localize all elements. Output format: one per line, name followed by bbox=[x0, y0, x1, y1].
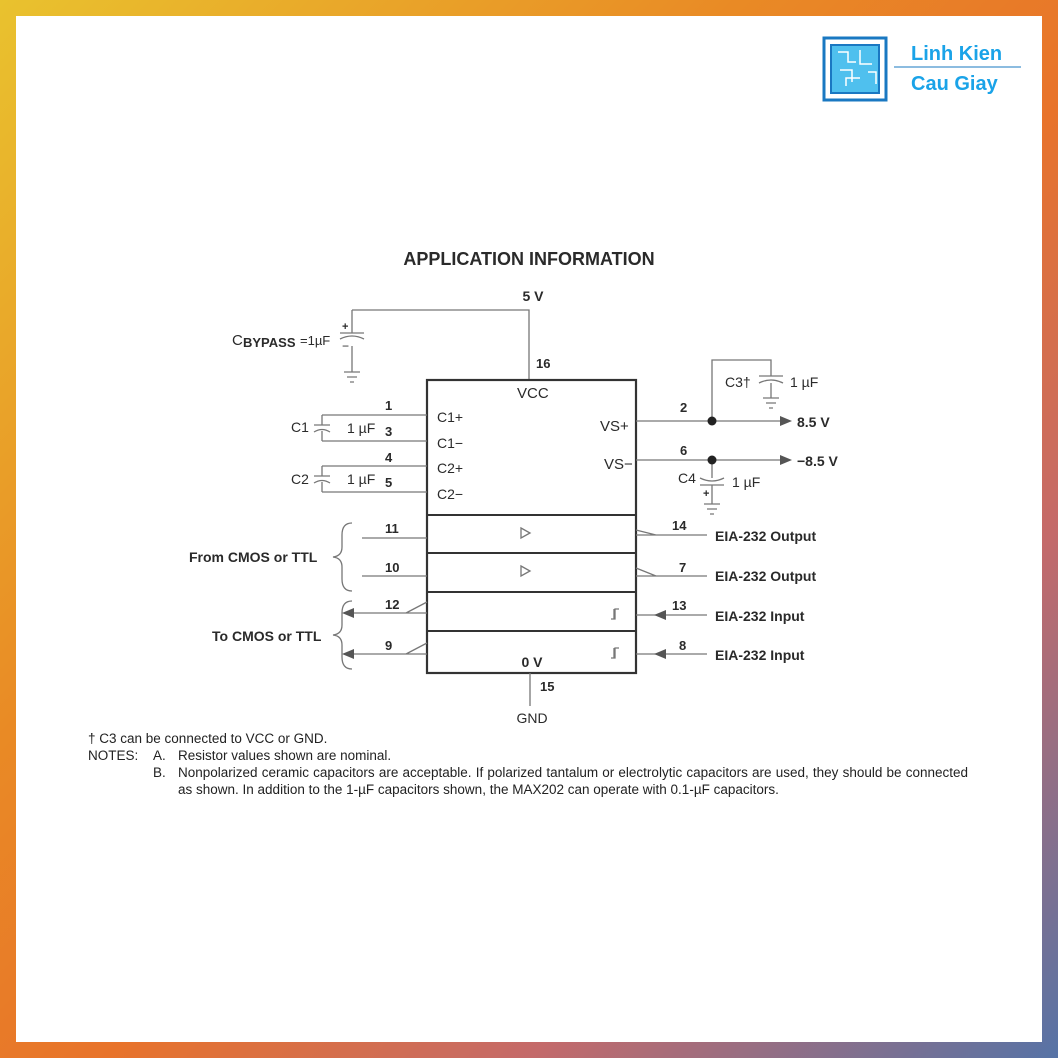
svg-text:+: + bbox=[342, 321, 348, 333]
svg-text:EIA-232 Input: EIA-232 Input bbox=[715, 608, 805, 624]
title: APPLICATION INFORMATION bbox=[403, 249, 654, 269]
vcc-label: 5 V bbox=[522, 288, 544, 304]
svg-text:11: 11 bbox=[385, 521, 399, 536]
svg-text:1 µF: 1 µF bbox=[347, 420, 375, 436]
vs-plus: VS+ 2 8.5 V C3† 1 µF bbox=[600, 359, 830, 435]
logo-text-1: Linh Kien bbox=[911, 43, 1002, 65]
svg-text:9: 9 bbox=[385, 638, 392, 653]
svg-text:6: 6 bbox=[680, 443, 687, 458]
notes: † C3 can be connected to VCC or GND. NOT… bbox=[88, 731, 968, 797]
svg-text:GND: GND bbox=[516, 710, 547, 726]
svg-text:C4: C4 bbox=[678, 470, 696, 486]
logo-text-2: Cau Giay bbox=[911, 73, 999, 95]
receivers: To CMOS or TTL 12 9 13 8 EIA-232 Input E… bbox=[212, 597, 805, 670]
drivers: From CMOS or TTL 11 10 14 7 EIA-232 Outp… bbox=[189, 518, 816, 592]
svg-text:3: 3 bbox=[385, 424, 392, 439]
svg-text:−: − bbox=[342, 339, 349, 353]
svg-text:14: 14 bbox=[672, 518, 687, 533]
svg-text:2: 2 bbox=[680, 400, 687, 415]
svg-text:1 µF: 1 µF bbox=[790, 374, 818, 390]
svg-text:−8.5 V: −8.5 V bbox=[797, 453, 839, 469]
note-a: Resistor values shown are nominal. bbox=[178, 748, 392, 763]
svg-text:7: 7 bbox=[679, 560, 686, 575]
svg-text:EIA-232 Output: EIA-232 Output bbox=[715, 528, 816, 544]
svg-text:13: 13 bbox=[672, 598, 686, 613]
svg-text:C3†: C3† bbox=[725, 374, 751, 390]
logo: Linh Kien Cau Giay bbox=[822, 36, 1021, 102]
c1: C1 1 µF 1 3 C1+ C1− bbox=[291, 398, 463, 451]
svg-text:5: 5 bbox=[385, 475, 392, 490]
svg-text:From CMOS or TTL: From CMOS or TTL bbox=[189, 549, 318, 565]
note-b: Nonpolarized ceramic capacitors are acce… bbox=[178, 765, 968, 797]
svg-text:10: 10 bbox=[385, 560, 399, 575]
svg-text:C1−: C1− bbox=[437, 435, 463, 451]
svg-text:C2: C2 bbox=[291, 471, 309, 487]
svg-text:1 µF: 1 µF bbox=[732, 474, 760, 490]
svg-text:C1+: C1+ bbox=[437, 409, 463, 425]
svg-text:8.5 V: 8.5 V bbox=[797, 414, 830, 430]
svg-text:VS+: VS+ bbox=[600, 418, 629, 435]
svg-text:8: 8 bbox=[679, 638, 686, 653]
chip-vcc: VCC bbox=[517, 385, 549, 402]
dagger-note: † C3 can be connected to VCC or GND. bbox=[88, 731, 328, 746]
svg-text:C2+: C2+ bbox=[437, 460, 463, 476]
svg-text:EIA-232 Input: EIA-232 Input bbox=[715, 647, 805, 663]
svg-text:VS−: VS− bbox=[604, 456, 633, 473]
svg-text:To CMOS or TTL: To CMOS or TTL bbox=[212, 628, 322, 644]
svg-text:12: 12 bbox=[385, 597, 399, 612]
svg-text:15: 15 bbox=[540, 679, 554, 694]
svg-text:BYPASS: BYPASS bbox=[243, 335, 296, 350]
svg-text:1 µF: 1 µF bbox=[347, 471, 375, 487]
c2: C2 1 µF 4 5 C2+ C2− bbox=[291, 450, 463, 502]
svg-text:EIA-232 Output: EIA-232 Output bbox=[715, 568, 816, 584]
bypass-label: C bbox=[232, 332, 243, 349]
svg-text:4: 4 bbox=[385, 450, 393, 465]
svg-text:0 V: 0 V bbox=[521, 654, 543, 670]
svg-text:=1µF: =1µF bbox=[300, 333, 330, 348]
svg-text:16: 16 bbox=[536, 356, 550, 371]
vs-minus: VS− + 6 −8.5 V C4 1 µF bbox=[604, 443, 839, 515]
svg-text:C1: C1 bbox=[291, 419, 309, 435]
svg-text:1: 1 bbox=[385, 398, 392, 413]
chip bbox=[425, 378, 638, 675]
svg-text:+: + bbox=[703, 488, 709, 500]
svg-text:C2−: C2− bbox=[437, 486, 463, 502]
